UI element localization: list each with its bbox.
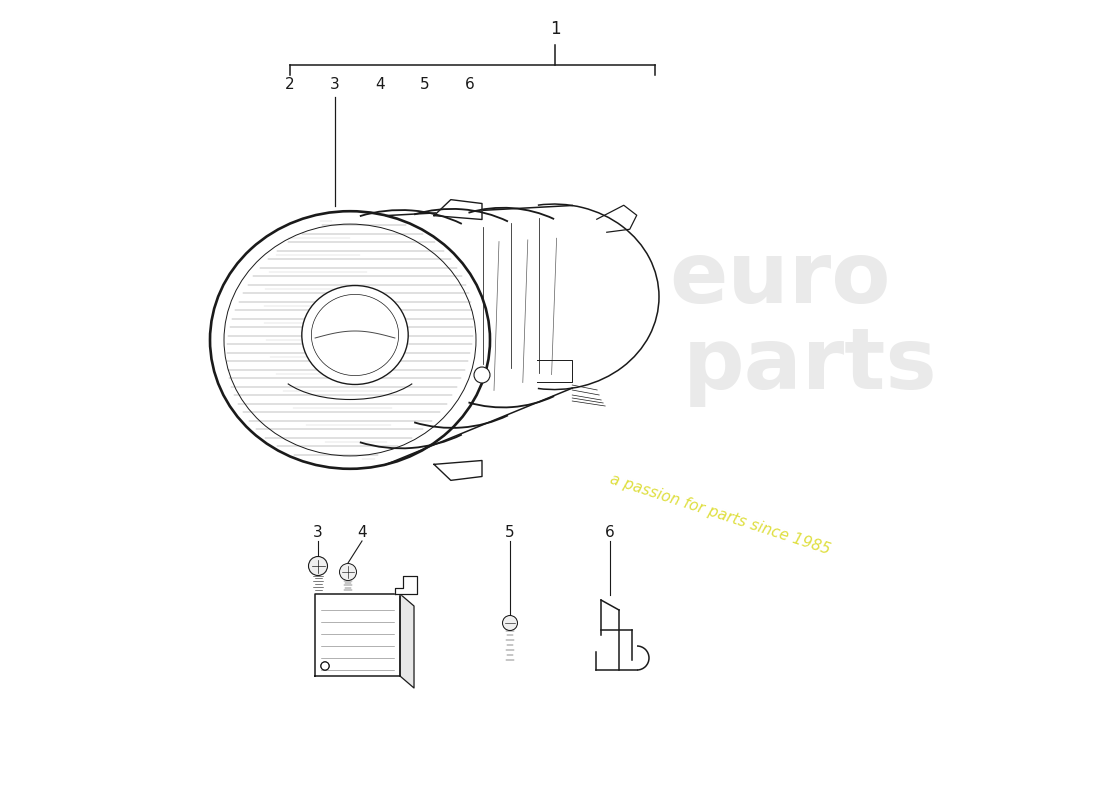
- Ellipse shape: [449, 204, 659, 390]
- Text: 3: 3: [330, 77, 340, 92]
- Text: 5: 5: [420, 77, 430, 92]
- Text: 4: 4: [358, 525, 366, 540]
- Text: euro: euro: [669, 238, 891, 322]
- Text: 6: 6: [465, 77, 475, 92]
- Polygon shape: [434, 461, 482, 480]
- Polygon shape: [315, 594, 400, 676]
- Text: 3: 3: [314, 525, 323, 540]
- Polygon shape: [395, 576, 417, 594]
- Text: 4: 4: [375, 77, 385, 92]
- Ellipse shape: [301, 286, 408, 385]
- Ellipse shape: [227, 226, 473, 454]
- Text: parts: parts: [683, 323, 937, 406]
- Text: a passion for parts since 1985: a passion for parts since 1985: [608, 472, 832, 558]
- Text: 2: 2: [285, 77, 295, 92]
- Circle shape: [474, 367, 490, 383]
- Text: 6: 6: [605, 525, 615, 540]
- Circle shape: [503, 615, 517, 630]
- Text: 1: 1: [550, 20, 560, 38]
- Text: 5: 5: [505, 525, 515, 540]
- Polygon shape: [400, 594, 414, 688]
- Polygon shape: [434, 200, 482, 219]
- Circle shape: [308, 557, 328, 575]
- Circle shape: [340, 563, 356, 581]
